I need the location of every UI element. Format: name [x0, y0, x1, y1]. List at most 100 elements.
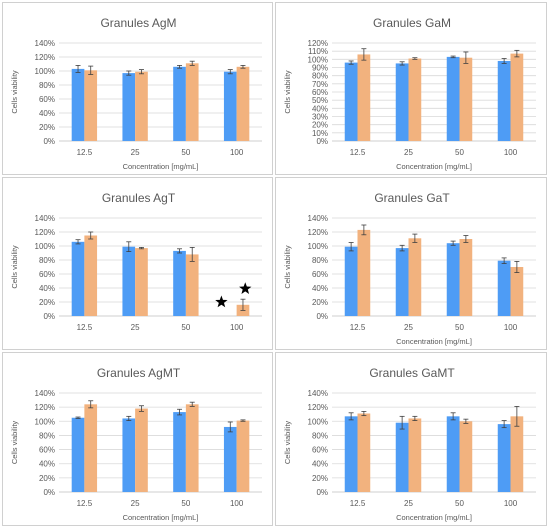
- bar-series-2: [236, 420, 250, 492]
- x-tick-label: 25: [404, 148, 413, 157]
- bar-series-1: [71, 241, 85, 316]
- y-tick-label: 140%: [35, 214, 55, 223]
- x-tick-label: 12.5: [77, 148, 93, 157]
- y-tick-label: 80%: [312, 431, 328, 440]
- y-tick-label: 60%: [39, 270, 55, 279]
- bar-series-2: [459, 239, 473, 316]
- bar-series-2: [236, 66, 250, 141]
- y-tick-label: 0%: [43, 312, 55, 321]
- x-axis-label: Concentration [mg/mL]: [396, 337, 472, 346]
- bar-series-2: [510, 267, 524, 316]
- bar-series-2: [408, 238, 422, 316]
- chart-title: Granules GaT: [374, 191, 450, 205]
- chart-gat: Granules GaT 0% 20% 40% 60% 80% 100% 120% 140% Ce…: [283, 191, 536, 346]
- bar-series-1: [395, 248, 409, 316]
- bar-series-1: [122, 418, 136, 492]
- y-tick-label: 20%: [39, 474, 55, 483]
- x-tick-label: 100: [504, 499, 518, 508]
- y-tick-label: 80%: [39, 81, 55, 90]
- y-tick-label: 40%: [39, 460, 55, 469]
- bar-series-2: [135, 248, 148, 316]
- y-tick-label: 100%: [308, 242, 328, 251]
- y-tick-label: 20%: [39, 123, 55, 132]
- y-tick-label: 60%: [39, 95, 55, 104]
- x-tick-label: 100: [230, 148, 244, 157]
- x-axis-label: Concentration [mg/mL]: [396, 162, 472, 171]
- y-tick-label: 40%: [312, 104, 328, 113]
- chart-title: Granules AgM: [100, 16, 176, 30]
- bar-series-1: [223, 71, 237, 141]
- bar-series-1: [497, 60, 511, 141]
- x-axis-label: Concentration [mg/mL]: [396, 513, 472, 522]
- x-tick-label: 12.5: [77, 499, 93, 508]
- y-tick-label: 0%: [316, 137, 328, 146]
- bar-series-1: [446, 243, 460, 316]
- y-tick-label: 100%: [308, 55, 328, 64]
- bar-series-2: [84, 404, 98, 492]
- chart-panel-agm: Granules AgM 0% 20% 40% 60% 80% 100% 120% 140% Ce…: [2, 2, 273, 175]
- bar-series-1: [395, 63, 409, 141]
- x-tick-label: 12.5: [77, 323, 93, 332]
- significance-star-icon: [215, 295, 228, 308]
- bar-series-1: [122, 73, 136, 141]
- chart-panel-gat: Granules GaT 0% 20% 40% 60% 80% 100% 120% 140% Ce…: [275, 177, 547, 350]
- y-tick-label: 60%: [39, 446, 55, 455]
- bar-series-2: [84, 70, 98, 141]
- bar-series-2: [459, 57, 473, 142]
- y-tick-label: 20%: [312, 298, 328, 307]
- y-tick-label: 120%: [35, 403, 55, 412]
- y-tick-label: 90%: [312, 64, 328, 73]
- x-tick-label: 25: [404, 323, 413, 332]
- y-tick-label: 140%: [308, 389, 328, 398]
- bar-series-1: [446, 416, 460, 492]
- chart-title: Granules GaM: [373, 16, 451, 30]
- bar-series-2: [185, 404, 199, 492]
- bar-series-1: [446, 56, 460, 142]
- y-tick-label: 40%: [312, 460, 328, 469]
- x-tick-label: 50: [181, 499, 190, 508]
- chart-panel-agmt: Granules AgMT 0% 20% 40% 60% 80% 100% 120% 140% C…: [2, 352, 273, 526]
- y-tick-label: 0%: [316, 312, 328, 321]
- y-tick-label: 0%: [43, 488, 55, 497]
- x-tick-label: 12.5: [350, 323, 366, 332]
- chart-agm: Granules AgM 0% 20% 40% 60% 80% 100% 120% 140% Ce…: [10, 16, 262, 171]
- y-tick-label: 50%: [312, 96, 328, 105]
- bar-series-1: [173, 250, 186, 316]
- x-tick-label: 50: [455, 323, 464, 332]
- y-tick-label: 100%: [35, 242, 55, 251]
- y-tick-label: 140%: [35, 39, 55, 48]
- y-axis-label: Cells viability: [10, 421, 19, 465]
- bar-series-1: [344, 246, 358, 316]
- chart-panel-gam: Granules GaM 0% 10% 20% 30% 40% 50% 60% 70% 80% 90…: [275, 2, 547, 175]
- bar-series-2: [357, 54, 371, 141]
- bar-series-2: [357, 229, 371, 316]
- x-tick-label: 100: [504, 323, 518, 332]
- y-tick-label: 10%: [312, 129, 328, 138]
- bar-series-2: [84, 235, 98, 316]
- x-tick-label: 25: [131, 323, 140, 332]
- y-tick-label: 140%: [35, 389, 55, 398]
- y-tick-label: 40%: [39, 284, 55, 293]
- bar-series-2: [408, 58, 422, 142]
- significance-star-icon: [239, 282, 252, 294]
- x-tick-label: 25: [404, 499, 413, 508]
- y-tick-label: 0%: [43, 137, 55, 146]
- x-tick-label: 25: [131, 148, 140, 157]
- y-axis-label: Cells viability: [10, 245, 19, 289]
- bar-series-2: [408, 418, 422, 492]
- chart-panel-gamt: Granules GaMT 0% 20% 40% 60% 80% 100% 120% 140% C…: [275, 352, 547, 526]
- chart-title: Granules AgMT: [97, 366, 181, 380]
- y-tick-label: 100%: [308, 417, 328, 426]
- chart-agt: Granules AgT 0% 20% 40% 60% 80% 100% 120% 140% Ce…: [10, 191, 262, 332]
- bar-series-2: [185, 63, 199, 141]
- y-tick-label: 80%: [312, 256, 328, 265]
- x-axis-label: Concentration [mg/mL]: [123, 162, 199, 171]
- y-tick-label: 140%: [308, 214, 328, 223]
- y-axis-label: Cells viability: [10, 70, 19, 114]
- y-tick-label: 110%: [308, 47, 328, 56]
- chart-title: Granules GaMT: [369, 366, 455, 380]
- bar-series-2: [135, 408, 148, 492]
- y-tick-label: 80%: [312, 72, 328, 81]
- bar-series-1: [497, 260, 511, 316]
- y-tick-label: 100%: [35, 417, 55, 426]
